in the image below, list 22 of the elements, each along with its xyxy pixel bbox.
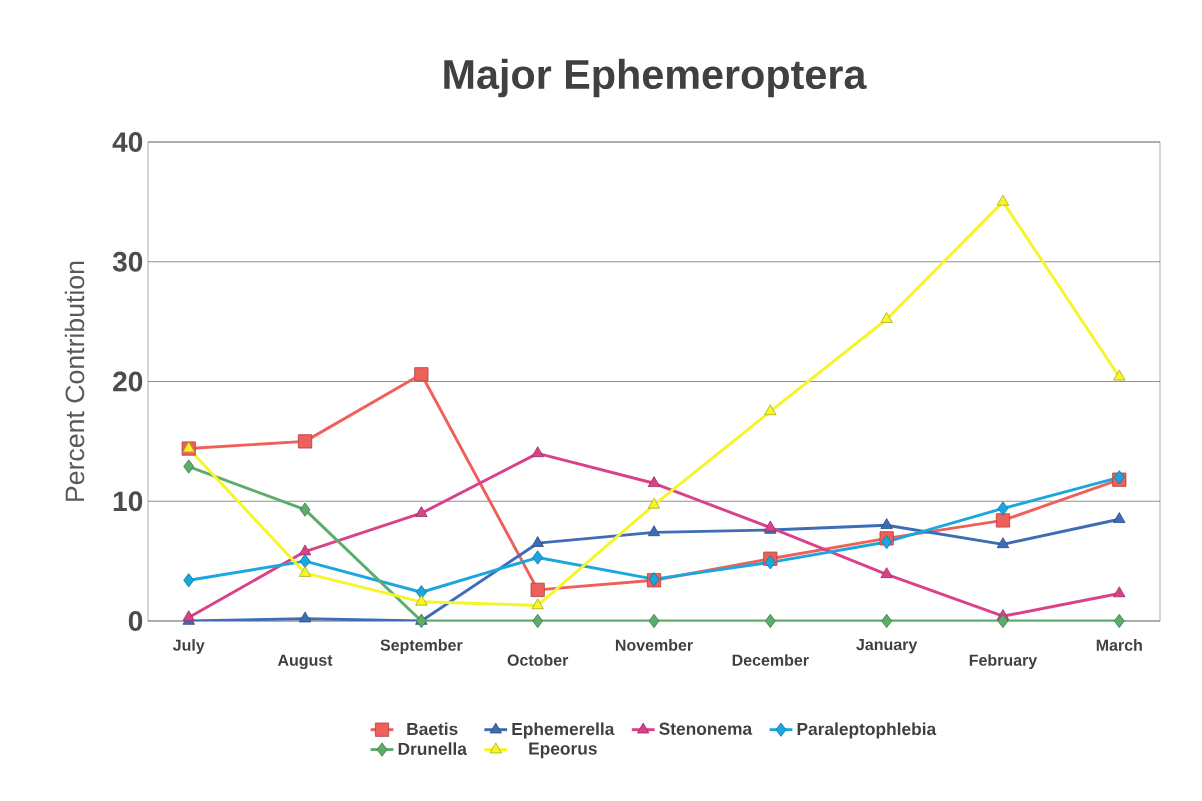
legend-label: Paraleptophlebia bbox=[797, 722, 937, 739]
x-tick-label: November bbox=[615, 639, 693, 651]
legend-label: Stenonema bbox=[659, 722, 753, 735]
x-tick-label: August bbox=[277, 654, 333, 670]
x-tick-label: March bbox=[1096, 639, 1142, 651]
x-tick-label: October bbox=[507, 654, 569, 666]
y-tick-label: 40 bbox=[112, 132, 143, 152]
x-tick-label: September bbox=[380, 639, 463, 654]
x-tick-label: February bbox=[969, 654, 1038, 670]
legend-label: Ephemerella bbox=[512, 722, 615, 739]
legend-label: Epeorus bbox=[529, 742, 597, 759]
x-tick-label: January bbox=[856, 639, 918, 654]
y-tick-label: 20 bbox=[113, 371, 143, 392]
x-tick-label: July bbox=[172, 639, 205, 654]
y-tick-label: 0 bbox=[128, 611, 143, 631]
y-axis-title: Percent Contribution bbox=[64, 261, 85, 501]
x-tick-label: December bbox=[732, 654, 809, 666]
y-tick-label: 10 bbox=[113, 491, 143, 512]
y-tick-label: 30 bbox=[112, 251, 143, 272]
legend-label: Drunella bbox=[398, 742, 467, 756]
legend-label: Baetis bbox=[407, 722, 458, 736]
chart-title: Major Ephemeroptera bbox=[444, 58, 867, 98]
